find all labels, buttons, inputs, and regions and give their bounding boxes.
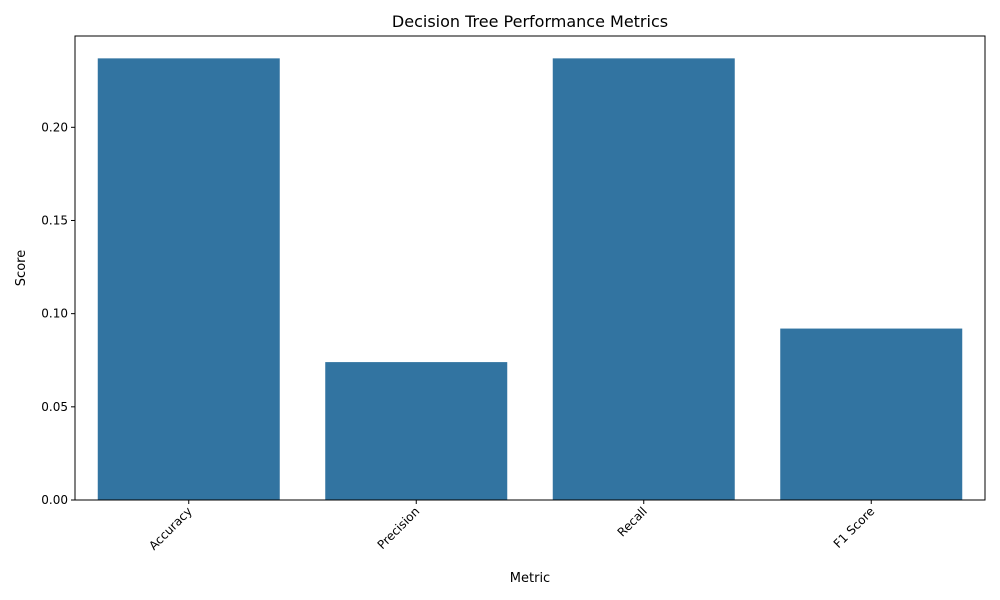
y-tick-label: 0.05: [41, 400, 68, 414]
x-tick-label: Accuracy: [146, 504, 195, 553]
y-tick-label: 0.20: [41, 120, 68, 134]
plot-area-frame: [74, 35, 986, 501]
x-axis-ticks: Accuracy Precision Recall F1 Score: [146, 500, 877, 553]
y-axis-ticks: 0.00 0.05 0.10 0.15 0.20: [41, 120, 75, 507]
y-axis-label: Score: [14, 250, 29, 286]
x-tick-label: F1 Score: [831, 504, 878, 551]
chart-title: Decision Tree Performance Metrics: [392, 12, 668, 31]
bar-recall: [552, 58, 735, 500]
y-tick-label: 0.15: [41, 213, 68, 227]
bar-accuracy: [97, 58, 280, 500]
y-tick-label: 0.00: [41, 493, 68, 507]
y-tick-label: 0.10: [41, 307, 68, 321]
bars-group: [97, 58, 963, 500]
bar-f1-score: [780, 328, 963, 500]
bar-precision: [325, 362, 508, 500]
x-tick-label: Recall: [615, 504, 650, 539]
x-axis-label: Metric: [510, 571, 550, 586]
x-tick-label: Precision: [375, 504, 423, 552]
